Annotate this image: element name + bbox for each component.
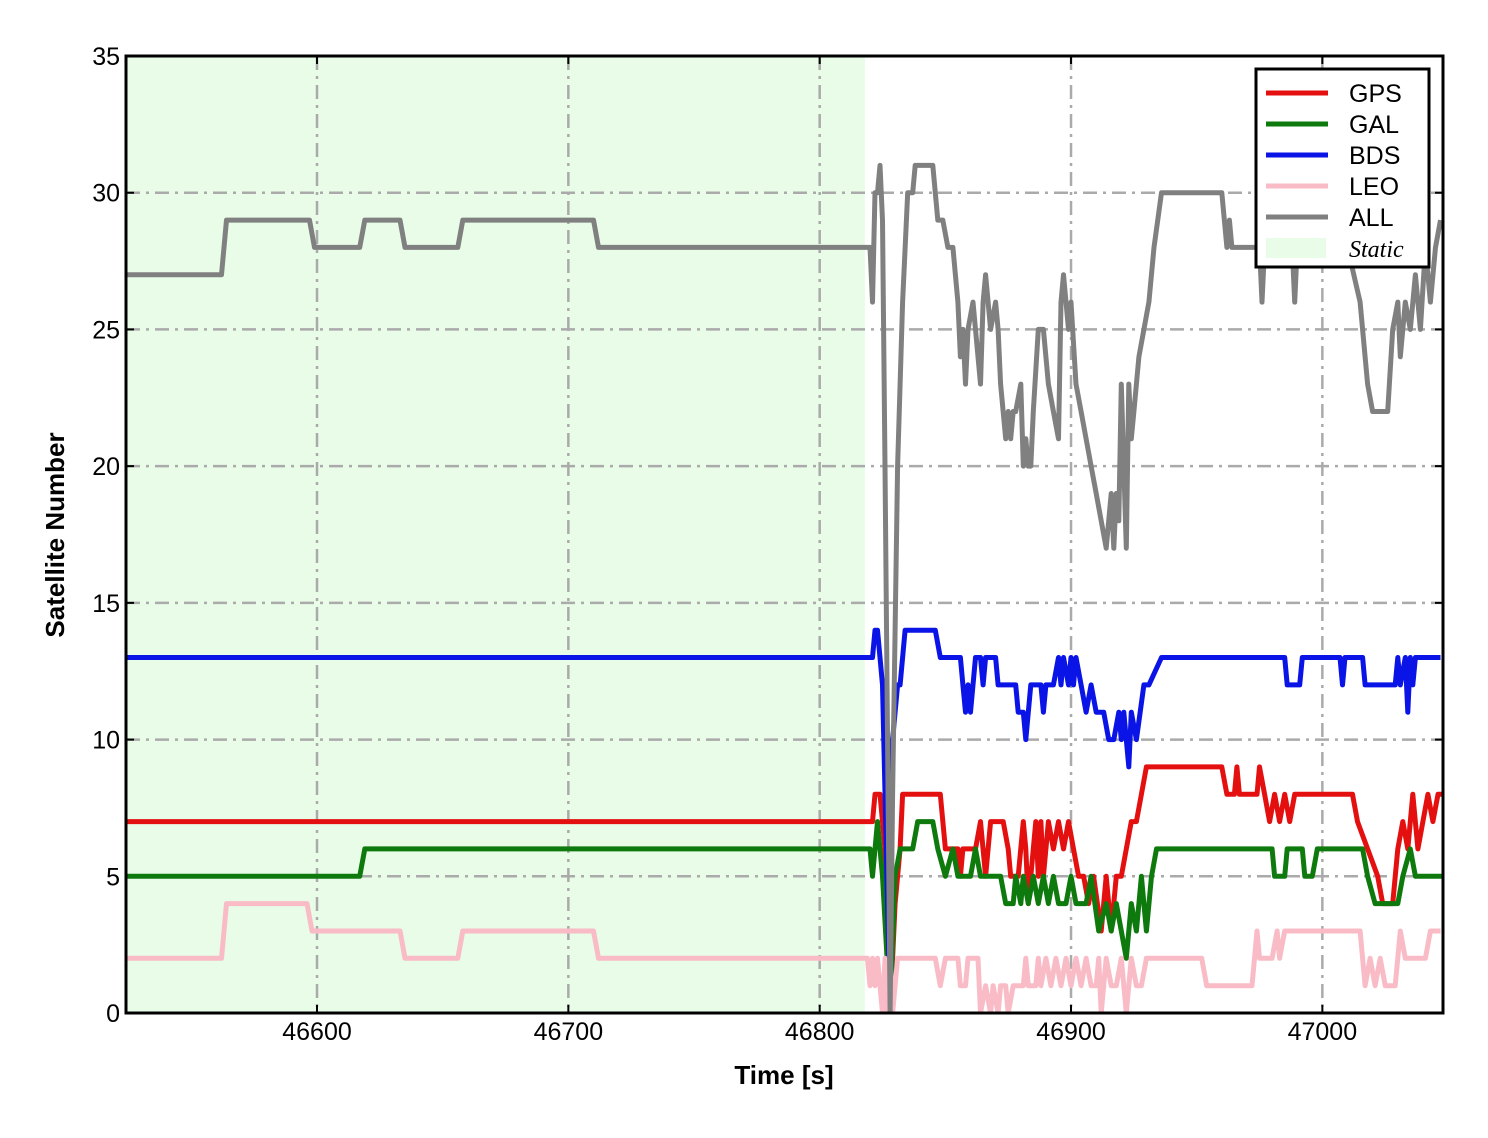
legend-label: GAL (1349, 111, 1399, 139)
y-tick-label: 35 (92, 43, 120, 71)
series-line (126, 627, 1441, 1013)
legend-swatch (1266, 238, 1326, 258)
legend-label: BDS (1349, 142, 1400, 170)
y-tick-label: 10 (92, 727, 120, 755)
y-tick-label: 15 (92, 590, 120, 618)
y-tick-label: 20 (92, 453, 120, 481)
y-tick-label: 30 (92, 180, 120, 208)
y-tick-label: 5 (106, 863, 120, 891)
x-tick-label: 46600 (282, 1018, 352, 1046)
x-tick-label: 46800 (785, 1018, 855, 1046)
x-tick-label: 46700 (534, 1018, 604, 1046)
legend-box (1254, 67, 1431, 269)
plot-frame (124, 54, 1445, 1015)
series-line (126, 901, 1441, 1013)
shaded-region (126, 56, 865, 1013)
series-line (126, 819, 1443, 1013)
y-tick-label: 0 (106, 1000, 120, 1028)
legend-label: Static (1349, 237, 1404, 263)
legend-label: GPS (1349, 80, 1402, 108)
x-axis-label: Time [s] (734, 1060, 833, 1090)
y-axis-label: Satellite Number (40, 432, 70, 637)
y-tick-label: 25 (92, 316, 120, 344)
x-tick-label: 46900 (1036, 1018, 1106, 1046)
legend-label: LEO (1349, 173, 1399, 201)
x-tick-label: 47000 (1288, 1018, 1358, 1046)
legend-label: ALL (1349, 204, 1394, 232)
